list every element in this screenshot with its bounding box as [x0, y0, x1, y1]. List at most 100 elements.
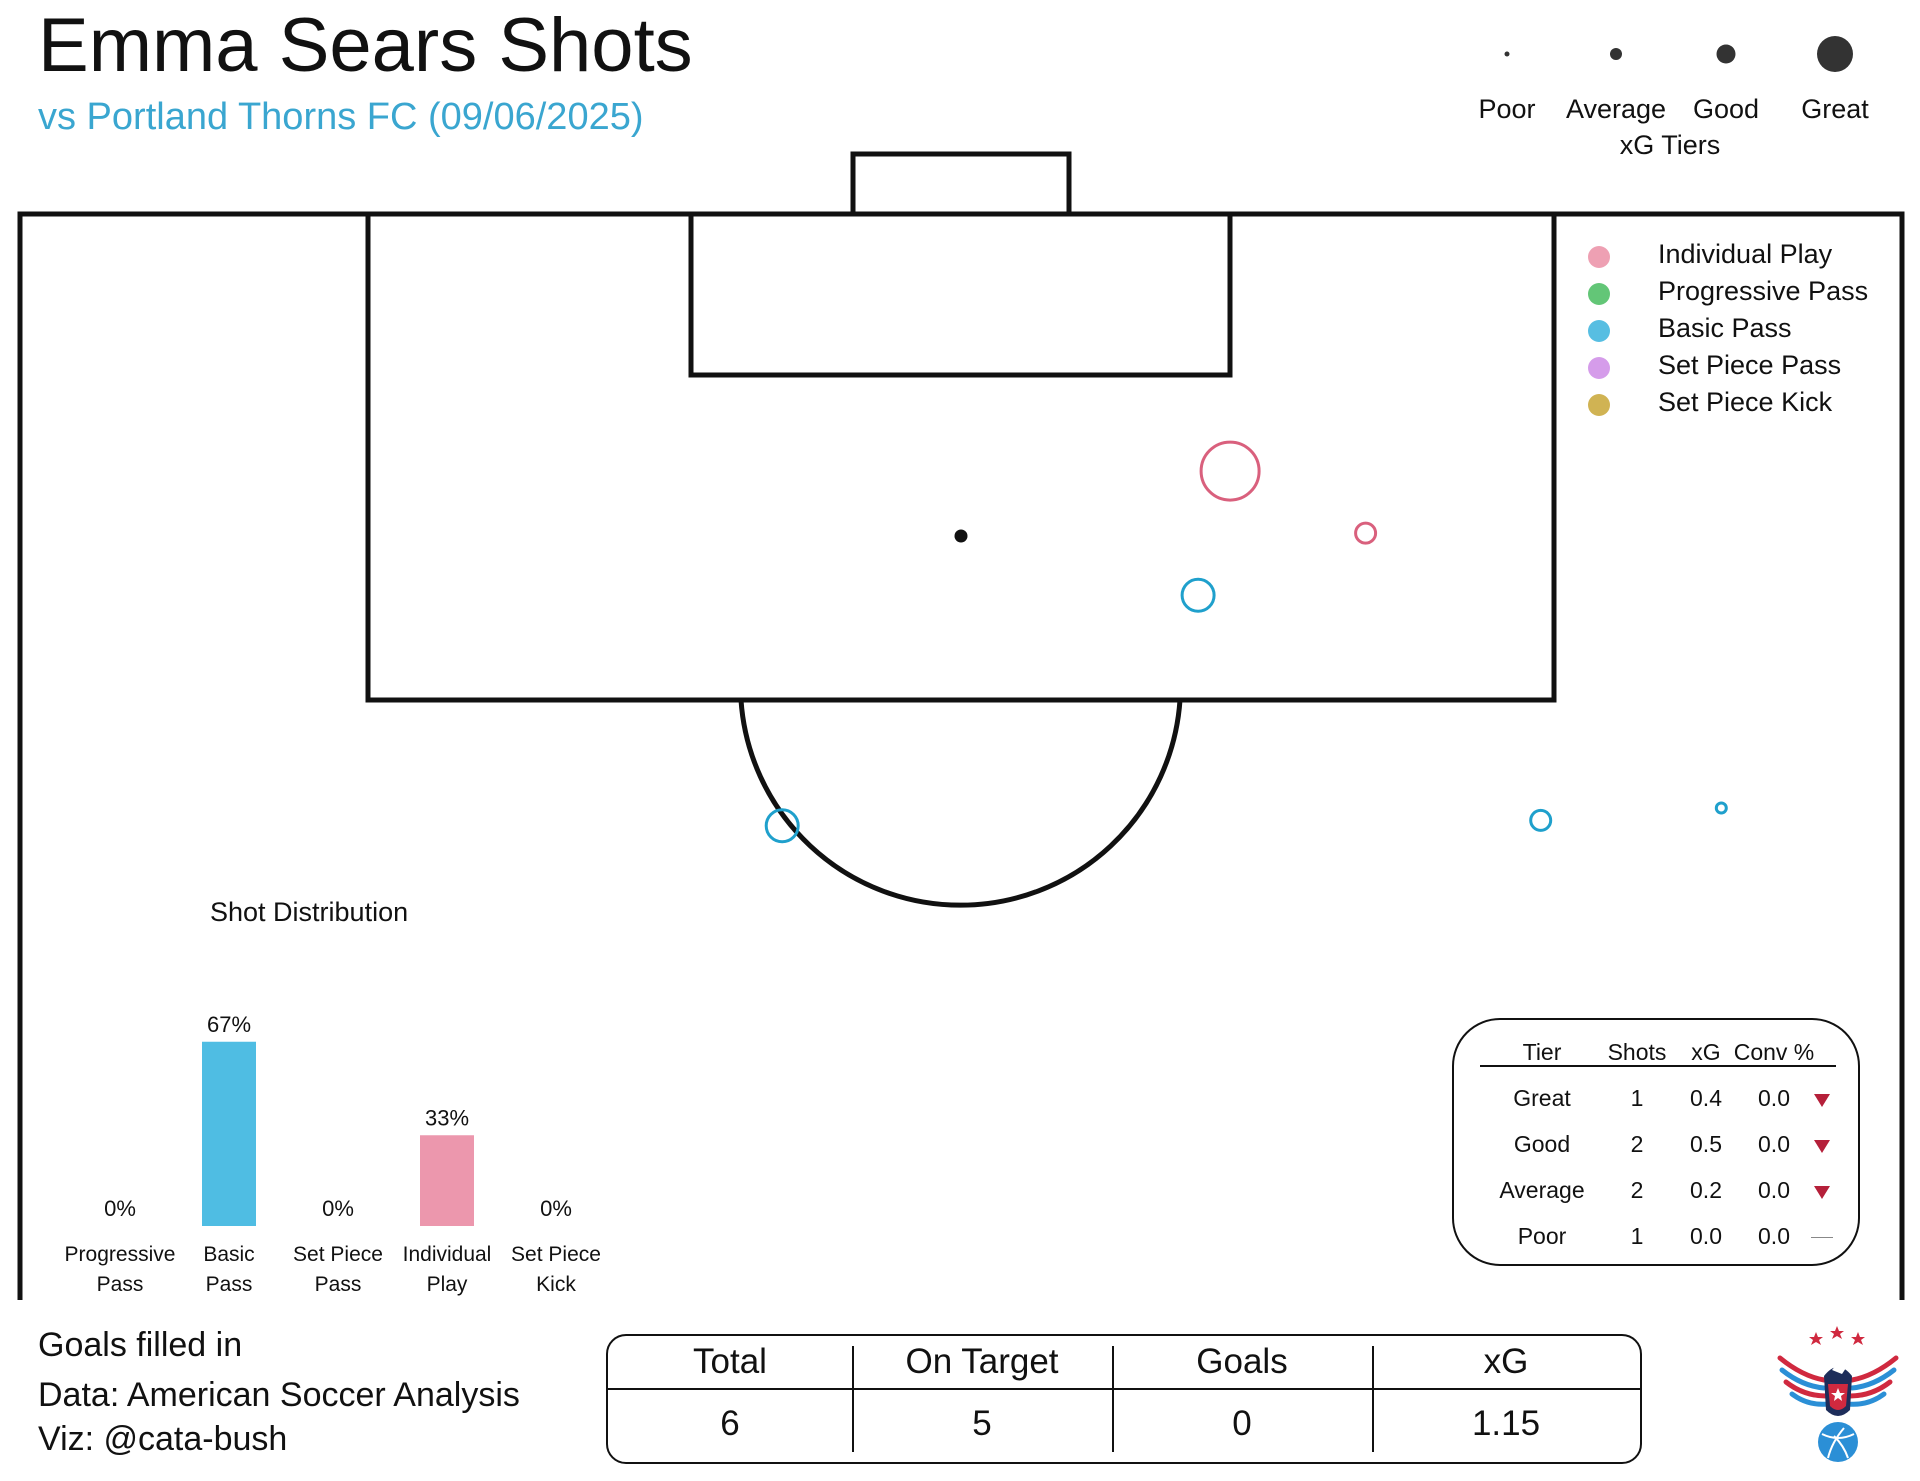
xg-cell: 0.2	[1690, 1177, 1722, 1203]
distribution-category-label: Pass	[97, 1273, 144, 1296]
summary-table: Total 6 On Target 5 Goals 0 xG 1.15	[606, 1334, 1642, 1464]
tier-table-header-conv: Conv %	[1733, 1039, 1815, 1065]
distribution-value-label: 67%	[207, 1012, 251, 1037]
goal	[850, 151, 1072, 217]
distribution-category-label: Basic	[203, 1243, 254, 1266]
legend-marker	[1588, 394, 1610, 416]
legend-label: Basic Pass	[1658, 313, 1792, 343]
summary-col-goals: Goals 0	[1112, 1336, 1372, 1462]
summary-header: xG	[1483, 1342, 1529, 1381]
summary-value: 6	[720, 1404, 740, 1443]
distribution-value-label: 0%	[540, 1196, 572, 1221]
eagle-logo	[1777, 1326, 1899, 1462]
tier-dot-average	[1610, 48, 1622, 60]
distribution-category-label: Pass	[315, 1273, 362, 1296]
tier-table-rule	[1480, 1065, 1836, 1067]
down-arrow-icon	[1814, 1186, 1830, 1199]
footer-viz-credit: Viz: @cata-bush	[38, 1420, 288, 1458]
tier-label-average: Average	[1565, 94, 1667, 124]
conv-cell: 0.0	[1758, 1177, 1790, 1203]
legend-marker	[1588, 320, 1610, 342]
legend-label: Progressive Pass	[1658, 276, 1869, 306]
tier-table-header-shots: Shots	[1607, 1039, 1667, 1065]
penalty-spot	[954, 529, 968, 543]
shot-marker	[764, 808, 800, 844]
tier-label-great: Great	[1801, 94, 1869, 124]
tier-dot-good	[1716, 44, 1736, 64]
shots-cell: 2	[1630, 1131, 1644, 1157]
distribution-category-label: Progressive	[65, 1243, 176, 1266]
summary-value: 1.15	[1471, 1404, 1541, 1443]
summary-value: 5	[972, 1404, 992, 1443]
chart-title: Emma Sears Shots	[38, 3, 693, 88]
footer-goals-note: Goals filled in	[38, 1326, 243, 1364]
summary-divider	[852, 1346, 854, 1452]
shots-cell: 1	[1630, 1223, 1644, 1249]
distribution-category-label: Set Piece	[293, 1243, 383, 1266]
distribution-value-label: 33%	[425, 1105, 469, 1130]
xg-cell: 0.0	[1690, 1223, 1722, 1249]
summary-value: 0	[1232, 1404, 1252, 1443]
down-arrow-icon	[1814, 1094, 1830, 1107]
legend-marker	[1588, 246, 1610, 268]
tier-label-good: Good	[1692, 94, 1760, 124]
tier-cell: Average	[1499, 1177, 1585, 1203]
distribution-value-label: 0%	[104, 1196, 136, 1221]
tier-table-header-tier: Tier	[1522, 1039, 1562, 1065]
legend-label: Set Piece Kick	[1658, 387, 1833, 417]
tier-label-poor: Poor	[1478, 94, 1536, 124]
conv-cell: 0.0	[1758, 1085, 1790, 1111]
shot-marker	[1714, 801, 1728, 815]
flat-dash-icon	[1811, 1237, 1833, 1238]
distribution-bar	[202, 1041, 256, 1226]
six-yard-box	[688, 211, 1233, 378]
legend-marker	[1588, 357, 1610, 379]
summary-col-on-target: On Target 5	[852, 1336, 1112, 1462]
legend-label: Set Piece Pass	[1658, 350, 1842, 380]
tier-cell: Good	[1513, 1131, 1571, 1157]
summary-col-xg: xG 1.15	[1372, 1336, 1640, 1462]
summary-col-total: Total 6	[608, 1336, 852, 1462]
tier-dot-poor	[1504, 51, 1510, 57]
distribution-category-label: Play	[427, 1273, 468, 1296]
summary-header: Total	[693, 1342, 767, 1381]
distribution-category-label: Kick	[536, 1273, 576, 1296]
down-arrow-icon	[1814, 1140, 1830, 1153]
tier-table-header-xg: xG	[1691, 1039, 1721, 1065]
shot-distribution-title: Shot Distribution	[210, 897, 409, 927]
tier-dot-great	[1817, 36, 1853, 72]
penalty-box	[365, 211, 1557, 703]
shots-cell: 1	[1630, 1085, 1644, 1111]
conv-cell: 0.0	[1758, 1131, 1790, 1157]
chart-subtitle: vs Portland Thorns FC (09/06/2025)	[38, 96, 644, 138]
distribution-category-label: Individual	[403, 1243, 492, 1266]
distribution-category-label: Pass	[206, 1273, 253, 1296]
legend-marker	[1588, 283, 1610, 305]
tier-cell: Poor	[1517, 1223, 1567, 1249]
shot-distribution-chart: 0% Progressive Pass 67% Basic Pass 0% Set Piece…	[65, 1012, 601, 1296]
summary-divider	[1112, 1346, 1114, 1452]
shot-marker	[1180, 577, 1216, 613]
distribution-value-label: 0%	[322, 1196, 354, 1221]
shots-cell: 2	[1630, 1177, 1644, 1203]
tier-cell: Great	[1513, 1085, 1571, 1111]
conv-cell: 0.0	[1758, 1223, 1790, 1249]
shot-marker	[1199, 440, 1261, 502]
footer-data-source: Data: American Soccer Analysis	[38, 1376, 520, 1414]
summary-header: On Target	[905, 1342, 1059, 1381]
summary-rule	[608, 1388, 1640, 1390]
distribution-bar	[420, 1135, 474, 1226]
xg-tiers-title: xG Tiers	[1619, 130, 1721, 160]
legend-label: Individual Play	[1658, 239, 1833, 269]
xg-tier-table: Tier Shots xG Conv % Great 1 0.4 0.0 Goo…	[1452, 1018, 1860, 1266]
penalty-arc	[738, 699, 1183, 908]
summary-header: Goals	[1196, 1342, 1288, 1381]
xg-cell: 0.4	[1690, 1085, 1722, 1111]
xg-cell: 0.5	[1690, 1131, 1722, 1157]
summary-divider	[1372, 1346, 1374, 1452]
distribution-category-label: Set Piece	[511, 1243, 601, 1266]
shot-marker	[1529, 808, 1553, 832]
shot-marker	[1354, 521, 1378, 545]
shots-layer	[764, 440, 1728, 844]
